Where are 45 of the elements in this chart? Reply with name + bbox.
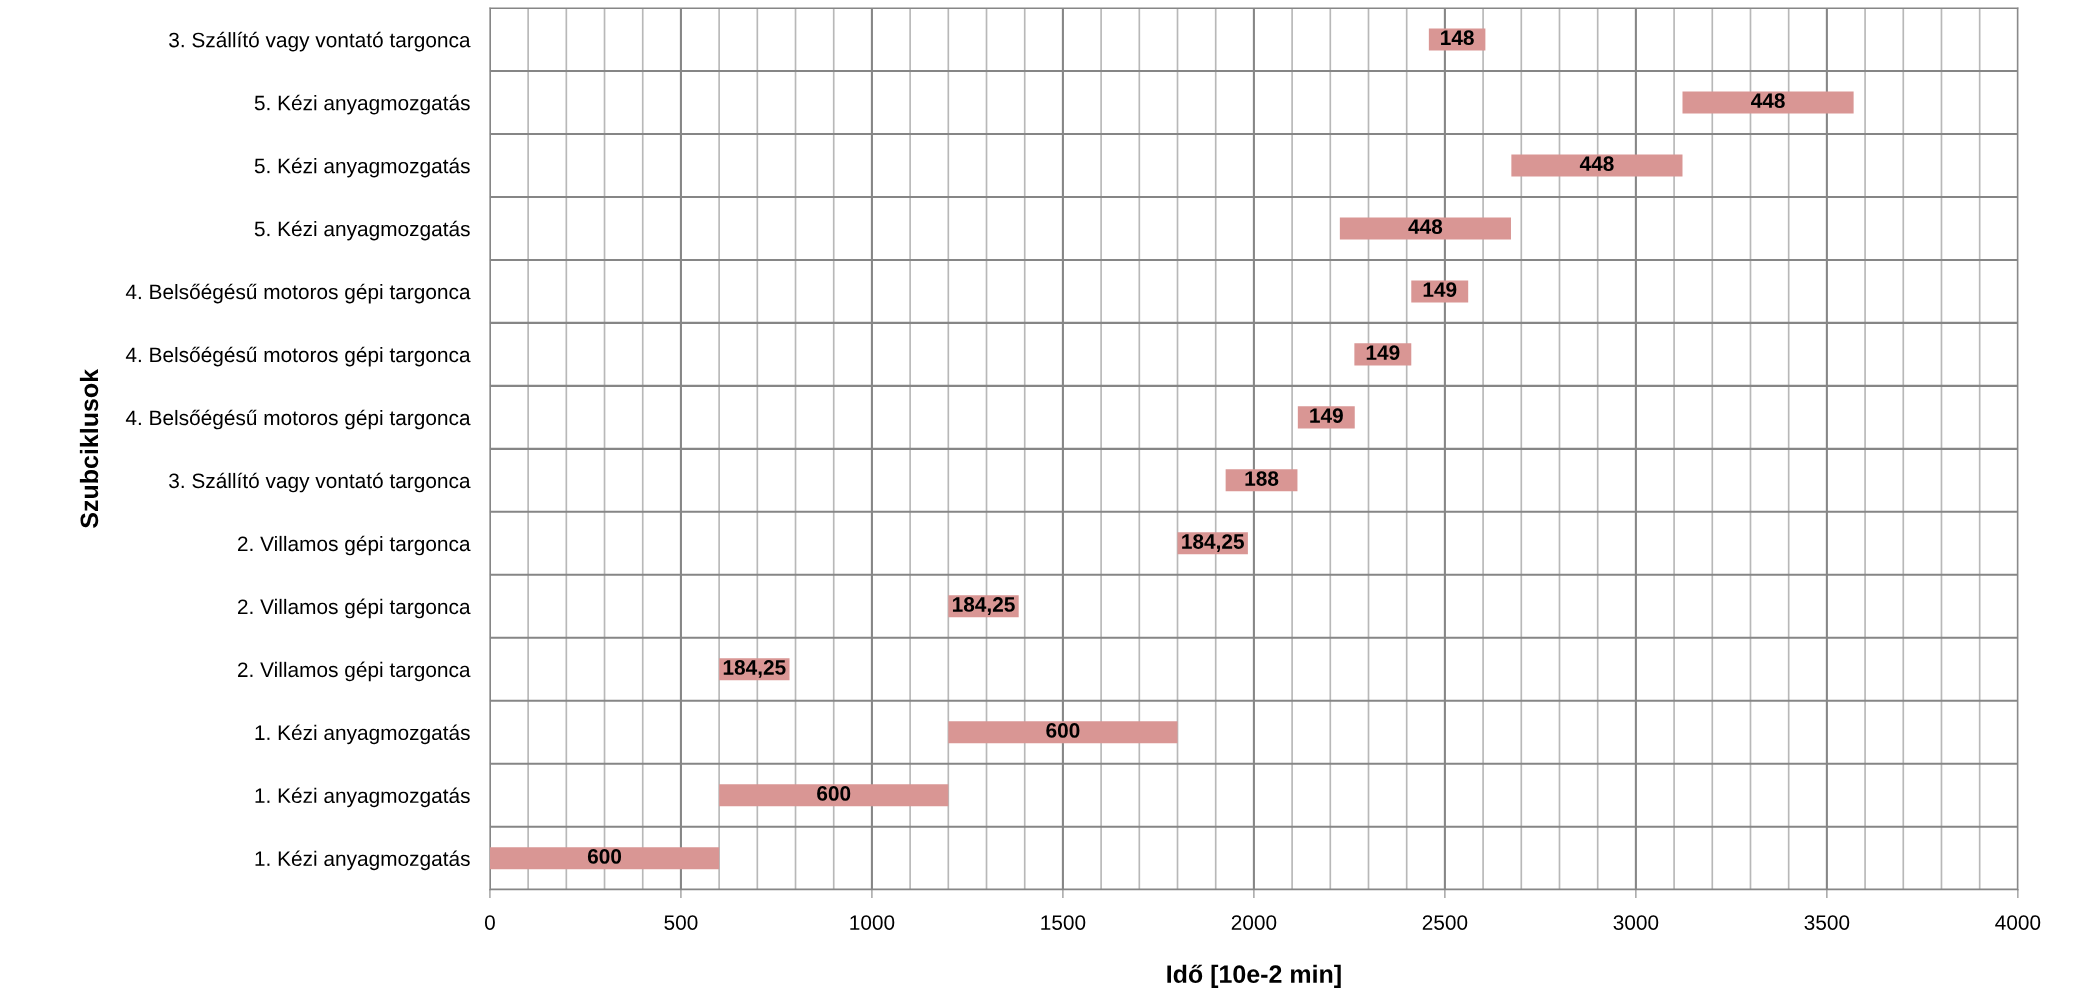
y-tick-label: 4. Belsőégésű motoros gépi targonca [125, 409, 471, 430]
data-label: 448 [1408, 219, 1443, 235]
bar [489, 847, 720, 870]
y-tick-label: 5. Kézi anyagmozgatás [254, 94, 470, 115]
bar [1339, 217, 1511, 240]
y-tick-label: 1. Kézi anyagmozgatás [255, 787, 470, 808]
x-axis-title: Idő [10e-2 min] [1167, 964, 1341, 988]
data-label: 149 [1310, 408, 1343, 423]
data-label: 188 [1245, 471, 1279, 486]
y-tick-label: 2. Villamos gépi targonca [237, 661, 471, 682]
data-label: 148 [1441, 30, 1474, 46]
x-tick-label: 0 [484, 915, 495, 930]
bar [1511, 154, 1683, 177]
data-label: 600 [1046, 723, 1080, 738]
x-tick-label: 3500 [1804, 915, 1850, 930]
bar [948, 721, 1178, 744]
x-tick-label: 4000 [1995, 915, 2041, 930]
data-label: 184,25 [1182, 534, 1244, 552]
y-tick-label: 1. Kézi anyagmozgatás [255, 724, 470, 745]
data-label: 600 [817, 786, 851, 801]
y-axis-title: Szubciklusok [79, 368, 99, 528]
y-tick-label: 4. Belsőégésű motoros gépi targonca [125, 346, 471, 367]
data-label: 184,25 [952, 597, 1015, 615]
y-tick-label: 3. Szállító vagy vontató targonca [169, 472, 471, 493]
y-tick-label: 3. Szállító vagy vontató targonca [169, 31, 471, 52]
x-tick-label: 500 [664, 915, 698, 930]
y-tick-label: 4. Belsőégésű motoros gépi targonca [125, 283, 471, 304]
data-label: 600 [587, 849, 622, 864]
y-tick-label: 5. Kézi anyagmozgatás [254, 220, 470, 241]
x-tick-label: 1000 [850, 915, 895, 930]
bar [1682, 91, 1854, 114]
bar [719, 784, 949, 807]
y-tick-label: 5. Kézi anyagmozgatás [254, 157, 470, 178]
y-tick-label: 2. Villamos gépi targonca [237, 598, 471, 619]
data-label: 448 [1579, 156, 1614, 172]
data-label: 184,25 [723, 660, 786, 678]
x-tick-label: 3000 [1613, 915, 1659, 930]
x-tick-label: 1500 [1041, 915, 1086, 930]
data-label: 448 [1750, 93, 1785, 109]
data-label: 149 [1366, 345, 1400, 360]
data-label: 149 [1423, 282, 1457, 297]
y-tick-label: 2. Villamos gépi targonca [237, 535, 471, 556]
y-tick-label: 1. Kézi anyagmozgatás [255, 850, 470, 871]
x-tick-label: 2000 [1231, 915, 1277, 930]
x-tick-label: 2500 [1422, 915, 1468, 930]
